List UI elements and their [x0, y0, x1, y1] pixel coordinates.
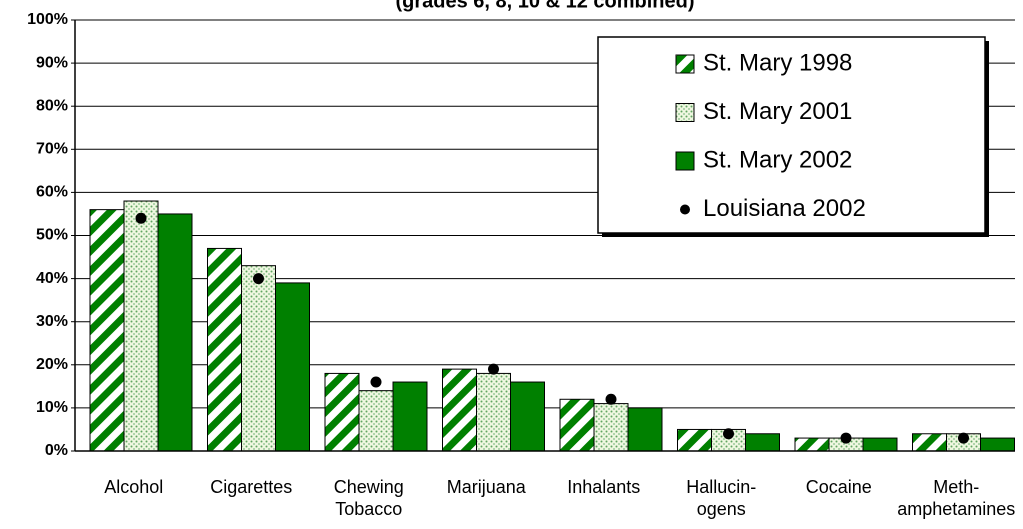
legend-swatch [680, 204, 690, 215]
y-tick-label: 90% [36, 54, 68, 71]
chart-title: (grades 6, 8, 10 & 12 combined) [396, 0, 695, 12]
point [958, 432, 969, 444]
x-tick-label: Hallucin- ogens [686, 477, 757, 519]
bar [207, 247, 242, 452]
bar [324, 372, 360, 452]
bar [677, 428, 712, 452]
bar [358, 390, 394, 452]
bar [157, 213, 193, 452]
point [605, 393, 617, 405]
bar [510, 381, 545, 452]
point [253, 273, 264, 285]
legend-label: St. Mary 2001 [703, 98, 852, 125]
legend-label: St. Mary 1998 [703, 49, 852, 76]
bar [559, 398, 595, 452]
legend-box [597, 36, 986, 234]
bar [627, 407, 663, 452]
y-tick-label: 40% [36, 270, 68, 287]
point [840, 432, 852, 444]
y-tick-label: 80% [36, 97, 68, 114]
legend-label: St. Mary 2002 [703, 146, 852, 173]
y-tick-label: 20% [36, 356, 68, 373]
point [135, 212, 147, 224]
x-tick-label: Cocaine [805, 477, 872, 497]
x-tick-label: Marijuana [446, 477, 526, 497]
x-tick-label: Chewing Tobacco [333, 477, 404, 519]
bar [476, 372, 511, 452]
bar [912, 433, 947, 452]
point [488, 363, 499, 375]
point [370, 376, 382, 388]
bar [794, 437, 830, 452]
bar [442, 368, 477, 452]
x-tick-label: Cigarettes [210, 477, 293, 497]
y-tick-label: 0% [45, 442, 68, 459]
x-tick-label: Meth- amphetamines [897, 477, 1016, 519]
legend-swatch [675, 151, 695, 171]
legend-swatch [675, 54, 695, 74]
bar [241, 265, 276, 452]
bar [980, 437, 1015, 452]
y-tick-label: 60% [36, 184, 68, 201]
bar [275, 282, 310, 452]
legend-swatch [675, 103, 695, 122]
y-tick-label: 30% [36, 313, 68, 330]
bar [123, 200, 159, 452]
point [723, 428, 734, 440]
bar [392, 381, 428, 452]
legend-label: Louisiana 2002 [703, 195, 866, 222]
y-tick-label: 100% [27, 11, 68, 28]
y-tick-label: 10% [36, 399, 68, 416]
x-tick-label: Alcohol [104, 477, 164, 497]
bar [89, 209, 125, 452]
y-tick-label: 50% [36, 227, 68, 244]
bar [593, 403, 629, 452]
y-tick-label: 70% [36, 141, 68, 158]
bar [745, 433, 780, 452]
x-tick-label: Inhalants [567, 477, 641, 497]
bar [862, 437, 898, 452]
legend: St. Mary 1998 St. Mary 2001 St. Mary 2002 L… [597, 36, 989, 237]
